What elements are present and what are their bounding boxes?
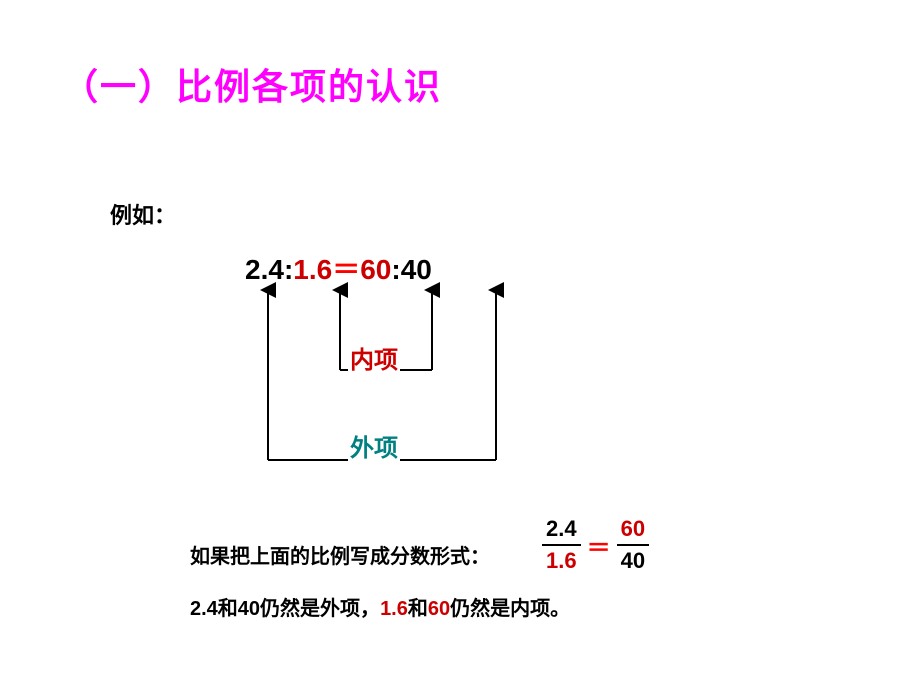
term-b: 1.6 bbox=[293, 254, 332, 285]
fraction-left: 2.4 1.6 bbox=[542, 516, 581, 575]
term-c: 60 bbox=[360, 254, 391, 285]
text-segment-red: 1.6 bbox=[380, 598, 408, 620]
outer-term-label: 外项 bbox=[350, 428, 398, 463]
colon-icon: : bbox=[391, 254, 400, 285]
fraction-expression: 2.4 1.6 ＝ 60 40 bbox=[542, 516, 649, 575]
fraction-right: 60 40 bbox=[617, 516, 649, 575]
explanation-text: 2.4和40仍然是外项，1.6和60仍然是内项。 bbox=[190, 592, 570, 621]
fraction-denominator: 40 bbox=[617, 548, 649, 574]
term-a: 2.4 bbox=[245, 254, 284, 285]
fraction-numerator: 2.4 bbox=[542, 516, 581, 542]
colon-icon: : bbox=[284, 254, 293, 285]
text-segment: 和 bbox=[408, 598, 428, 620]
fraction-bar-icon bbox=[617, 544, 649, 546]
equals-sign: ＝ bbox=[332, 254, 360, 285]
text-segment-red: 60 bbox=[428, 598, 450, 620]
proportion-equation: 2.4:1.6＝60:40 bbox=[245, 248, 432, 288]
example-label: 例如： bbox=[110, 198, 176, 230]
fraction-intro-text: 如果把上面的比例写成分数形式： bbox=[190, 540, 490, 569]
text-segment: 仍然是内项。 bbox=[450, 598, 570, 620]
fraction-bar-icon bbox=[542, 544, 581, 546]
equals-sign: ＝ bbox=[587, 528, 611, 563]
fraction-denominator: 1.6 bbox=[542, 548, 581, 574]
term-d: 40 bbox=[401, 254, 432, 285]
page-title: （一）比例各项的认识 bbox=[62, 58, 442, 110]
fraction-numerator: 60 bbox=[617, 516, 649, 542]
text-segment: 2.4和40仍然是外项， bbox=[190, 598, 380, 620]
inner-term-label: 内项 bbox=[350, 340, 398, 375]
